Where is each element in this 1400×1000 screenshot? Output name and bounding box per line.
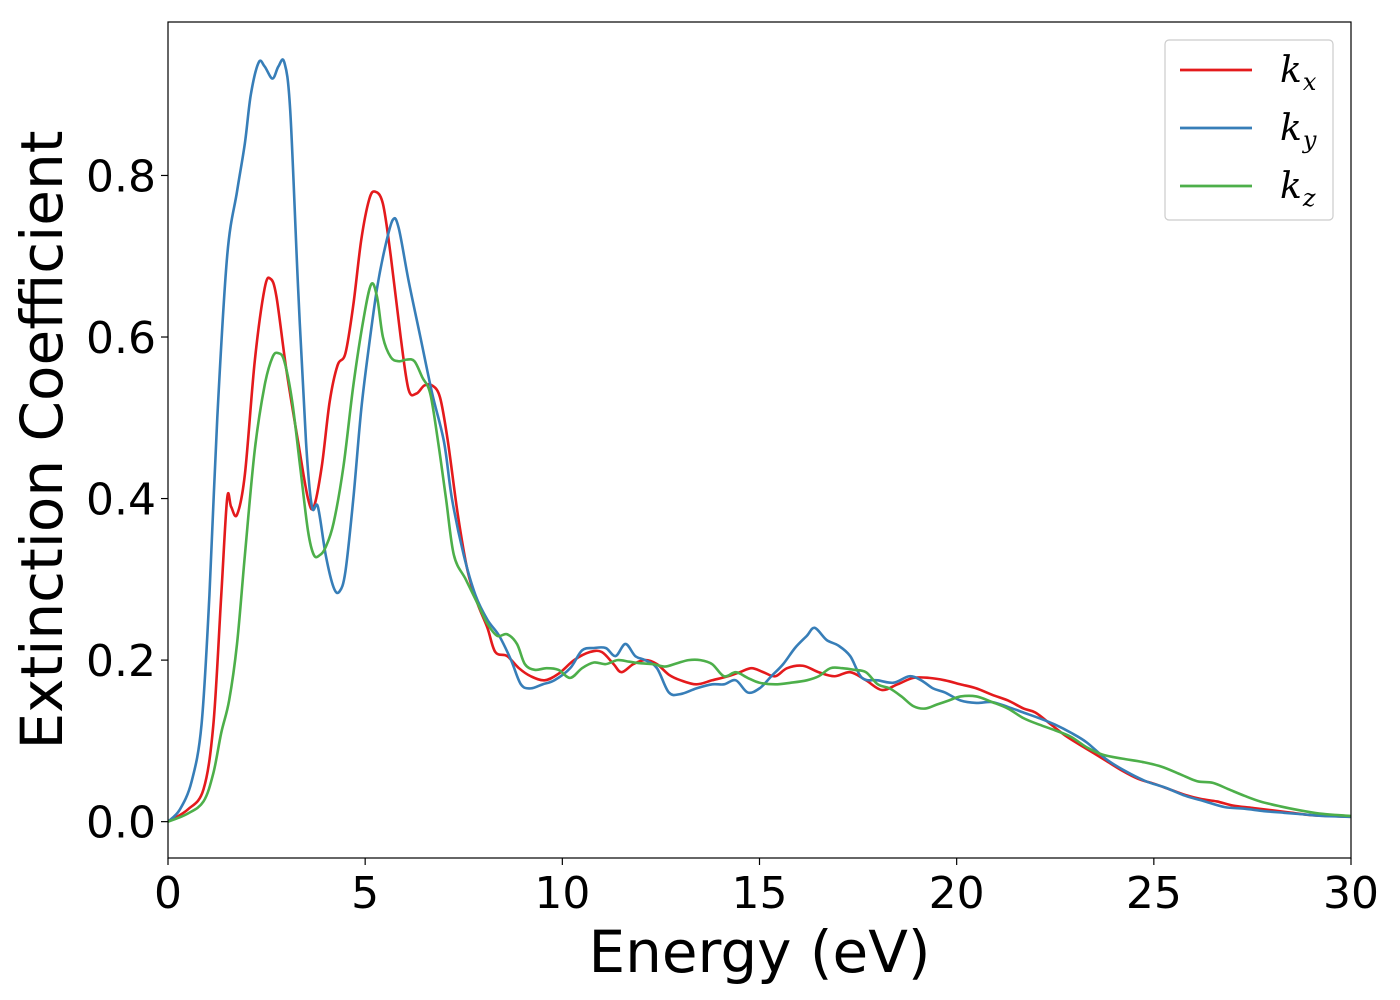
x-tick-label: 20 [929, 868, 985, 919]
x-axis-title: Energy (eV) [588, 918, 930, 986]
legend-box [1164, 39, 1334, 221]
series-line-x [168, 190, 1351, 823]
series-line-y [168, 58, 1351, 823]
x-tick-label: 15 [732, 868, 788, 919]
series-line-z [168, 282, 1351, 823]
x-axis: 0 5 10 15 20 25 30 [154, 858, 1379, 919]
y-tick-label: 0.6 [86, 313, 156, 364]
legend-label-y: ky [1280, 108, 1317, 154]
x-tick-label: 5 [351, 868, 379, 919]
y-tick-label: 0.0 [86, 798, 156, 849]
y-tick-label: 0.2 [86, 636, 156, 687]
series-lines [168, 58, 1351, 823]
y-axis-title: Extinction Coefficient [8, 131, 76, 750]
legend: kx ky kz [1164, 39, 1334, 221]
x-tick-label: 30 [1323, 868, 1379, 919]
y-tick-label: 0.8 [86, 151, 156, 202]
legend-label-z: kz [1280, 166, 1316, 212]
x-tick-label: 0 [154, 868, 182, 919]
x-tick-label: 25 [1126, 868, 1182, 919]
y-axis: 0.0 0.2 0.4 0.6 0.8 [86, 151, 168, 849]
y-tick-label: 0.4 [86, 475, 156, 526]
legend-label-x: kx [1280, 50, 1317, 96]
x-tick-label: 10 [534, 868, 590, 919]
